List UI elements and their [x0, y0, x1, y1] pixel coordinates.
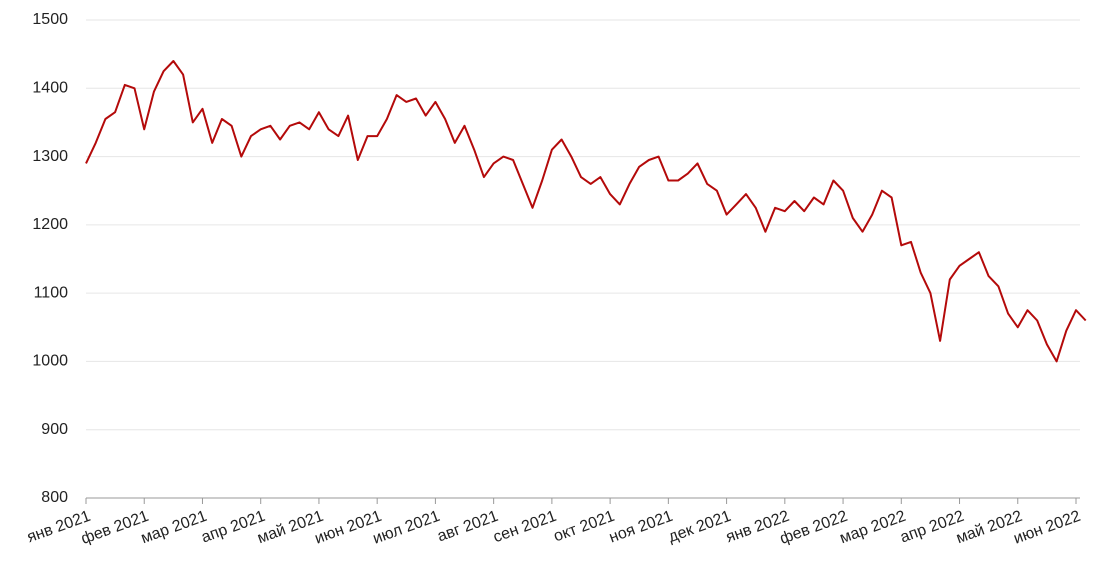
x-tick-label: фев 2021 — [79, 508, 151, 548]
x-tick-label: ноя 2021 — [607, 508, 675, 547]
x-tick-label: апр 2021 — [199, 508, 267, 547]
x-tick-label: июн 2022 — [1011, 508, 1083, 548]
x-tick-label: мар 2022 — [838, 508, 909, 548]
y-tick-label: 1100 — [34, 284, 69, 301]
x-tick-label: окт 2021 — [551, 508, 617, 546]
x-tick-label: июл 2021 — [371, 508, 443, 548]
y-tick-label: 1200 — [32, 216, 68, 233]
x-tick-label: апр 2022 — [898, 508, 966, 547]
y-tick-label: 800 — [41, 489, 68, 506]
x-tick-label: фев 2022 — [778, 508, 850, 548]
x-tick-label: мар 2021 — [139, 508, 210, 548]
y-tick-label: 1500 — [32, 11, 68, 28]
x-tick-label: авг 2021 — [435, 508, 500, 546]
y-tick-label: 1000 — [32, 353, 68, 370]
x-tick-label: дек 2021 — [666, 508, 733, 546]
line — [85, 60, 1087, 363]
y-tick-label: 900 — [41, 421, 68, 438]
y-tick-label: 1400 — [32, 80, 68, 97]
x-tick-label: сен 2021 — [491, 508, 559, 547]
y-tick-label: 1300 — [32, 148, 68, 165]
